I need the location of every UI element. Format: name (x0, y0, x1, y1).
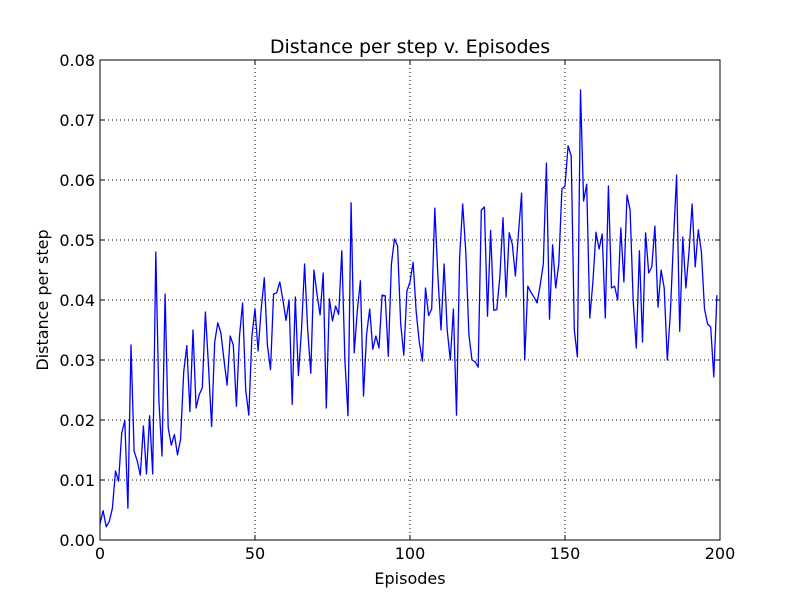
y-tick-label: 0.01 (59, 471, 95, 490)
y-tick-labels: 0.00 0.01 0.02 0.03 0.04 0.05 0.06 0.07 0.08 (59, 51, 95, 550)
x-tick-label: 50 (245, 544, 265, 563)
y-tick-label: 0.00 (59, 531, 95, 550)
y-tick-label: 0.07 (59, 111, 95, 130)
x-tick-label: 100 (395, 544, 426, 563)
data-series (99, 89, 718, 528)
y-axis-label: Distance per step (33, 229, 52, 370)
y-tick-label: 0.05 (59, 231, 95, 250)
x-tick-label: 150 (550, 544, 581, 563)
y-tick-label: 0.06 (59, 171, 95, 190)
y-tick-label: 0.08 (59, 51, 95, 70)
x-tick-labels: 0 50 100 150 200 (95, 544, 735, 563)
y-tick-label: 0.03 (59, 351, 95, 370)
y-tick-label: 0.02 (59, 411, 95, 430)
x-tick-label: 200 (705, 544, 736, 563)
chart-title: Distance per step v. Episodes (270, 36, 550, 58)
x-axis-label: Episodes (374, 569, 445, 588)
grid-lines (100, 60, 720, 540)
x-tick-label: 0 (95, 544, 105, 563)
axis-ticks (99, 59, 721, 541)
series-line (99, 89, 718, 528)
y-tick-label: 0.04 (59, 291, 95, 310)
